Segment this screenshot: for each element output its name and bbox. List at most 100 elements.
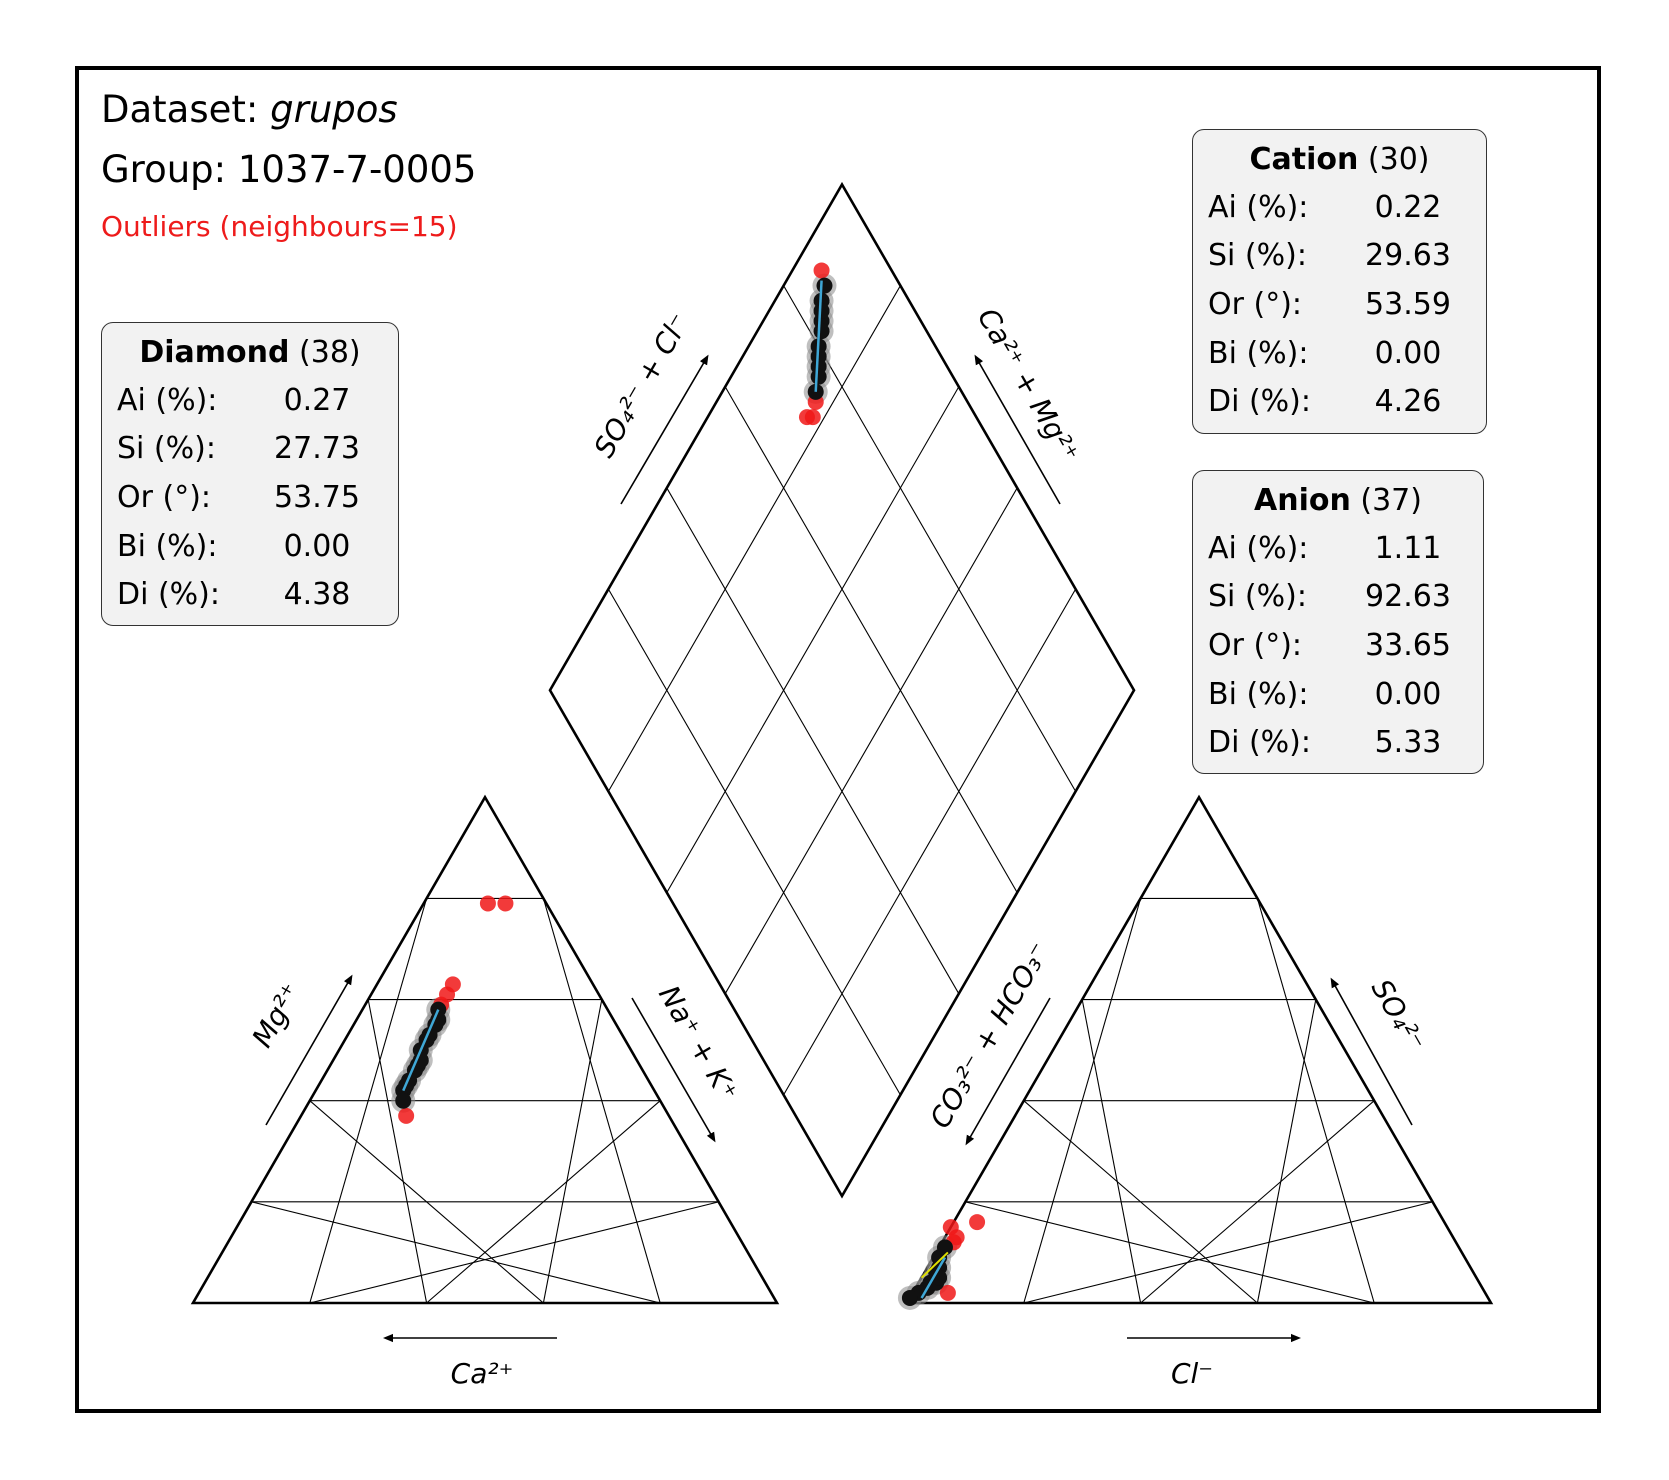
diamond-data-point xyxy=(813,302,830,319)
dataset-label: Dataset: xyxy=(101,88,259,131)
stat-value: 53.59 xyxy=(1365,287,1451,322)
ca-mg-axis-label: Ca²⁺ + Mg²⁺ xyxy=(971,303,1086,468)
cation-outlier-point xyxy=(497,895,514,912)
stat-label: Si (%): xyxy=(1208,579,1307,614)
stat-label: Ai (%): xyxy=(1208,531,1309,566)
anion-triangle-grid-line xyxy=(1256,898,1375,1304)
stat-value: 27.73 xyxy=(274,431,360,466)
anion-stats-box: Anion (37) Ai (%): 1.11 Si (%): 92.63 Or (… xyxy=(1192,470,1484,774)
stat-label: Si (%): xyxy=(117,431,216,466)
diamond-stats-box: Diamond (38) Ai (%): 0.27 Si (%): 27.73 Or… xyxy=(101,322,399,626)
anion-stat-row: Or (°): 33.65 xyxy=(1208,628,1473,663)
ca-axis-label: Ca²⁺ xyxy=(451,1357,514,1390)
outliers-note: Outliers (neighbours=15) xyxy=(101,210,458,243)
diamond-data-point xyxy=(813,323,830,340)
stat-value: 1.11 xyxy=(1374,531,1442,566)
stat-label: Bi (%): xyxy=(1208,336,1309,371)
anion-triangle-grid-line xyxy=(1081,999,1142,1304)
cl-axis-label: Cl⁻ xyxy=(1171,1357,1213,1390)
diamond-grid-line xyxy=(666,386,960,893)
diamond-grid-line xyxy=(783,285,1077,792)
grid-lines xyxy=(251,285,1433,1304)
stat-label: Di (%): xyxy=(1208,725,1311,760)
anion-box-title-name: Anion xyxy=(1254,483,1351,518)
so4-arrow xyxy=(1330,977,1413,1126)
stat-value: 0.00 xyxy=(283,529,351,564)
anion-stat-row: Ai (%): 1.11 xyxy=(1208,531,1473,566)
cation-triangle-grid-line xyxy=(367,999,428,1304)
diamond-data-point xyxy=(816,277,833,294)
diamond-box-title: Diamond (38) xyxy=(102,335,398,370)
diamond-stat-row: Or (°): 53.75 xyxy=(117,480,382,515)
cation-triangle-outline xyxy=(190,794,780,1305)
cation-stat-row: Ai (%): 0.22 xyxy=(1208,190,1473,225)
cation-outlier-point xyxy=(479,895,496,912)
cation-stat-row: Si (%): 29.63 xyxy=(1208,238,1473,273)
cation-stat-row: Or (°): 53.59 xyxy=(1208,287,1473,322)
stat-value: 0.22 xyxy=(1374,190,1442,225)
anion-data-point xyxy=(901,1289,918,1306)
dataset-name: grupos xyxy=(270,88,398,131)
stat-value: 0.00 xyxy=(1374,336,1442,371)
group-value: 1037-7-0005 xyxy=(237,148,477,191)
mg-axis-label: Mg²⁺ xyxy=(245,978,308,1053)
anion-box-title: Anion (37) xyxy=(1193,483,1483,518)
anion-stat-row: Di (%): 5.33 xyxy=(1208,725,1473,760)
cation-box-count: (30) xyxy=(1367,142,1430,177)
cation-stats-box: Cation (30) Ai (%): 0.22 Si (%): 29.63 Or … xyxy=(1192,129,1487,434)
diamond-box-title-name: Diamond xyxy=(139,335,290,370)
anion-fit-line xyxy=(920,1256,947,1299)
group-label: Group: xyxy=(101,148,227,191)
anion-triangle-grid-line xyxy=(1140,1100,1375,1304)
so4-axis-label: SO₄²⁻ xyxy=(1365,974,1432,1057)
cation-data-point xyxy=(395,1092,412,1109)
stat-value: 4.38 xyxy=(283,577,351,612)
diamond-grid-line xyxy=(724,487,1018,994)
diamond-grid-line xyxy=(783,588,1077,1096)
diamond-stat-row: Bi (%): 0.00 xyxy=(117,529,382,564)
anion-outlier-point xyxy=(969,1214,986,1231)
stat-label: Or (°): xyxy=(117,480,211,515)
anion-triangle-grid-line xyxy=(965,1201,1375,1304)
axis-arrows xyxy=(265,354,1413,1343)
stat-value: 0.27 xyxy=(283,383,351,418)
stat-label: Ai (%): xyxy=(1208,190,1309,225)
stat-value: 92.63 xyxy=(1365,579,1451,614)
diamond-grid-line xyxy=(724,386,1018,893)
diamond-outline xyxy=(548,181,1136,1199)
anion-stat-row: Si (%): 92.63 xyxy=(1208,579,1473,614)
chart-frame xyxy=(75,66,1601,1413)
stat-label: Bi (%): xyxy=(117,529,218,564)
diamond-stat-row: Si (%): 27.73 xyxy=(117,431,382,466)
axis-labels: Ca²⁺ Mg²⁺ Na⁺ + K⁺ Cl⁻ SO₄²⁻ CO₃²⁻ + HCO… xyxy=(245,303,1431,1390)
so4-cl-axis-label: SO₄²⁻ + Cl⁻ xyxy=(587,308,696,463)
stat-value: 0.00 xyxy=(1374,677,1442,712)
stat-value: 33.65 xyxy=(1365,628,1451,663)
cation-fit-line xyxy=(402,1009,440,1092)
stat-value: 4.26 xyxy=(1374,384,1442,419)
diamond-box-count: (38) xyxy=(299,335,361,370)
anion-outlier-point xyxy=(948,1229,965,1246)
stat-value: 29.63 xyxy=(1365,238,1451,273)
diamond-outlier-point xyxy=(798,409,815,426)
anion-triangle-grid-line xyxy=(1023,1100,1258,1304)
diagram-outlines xyxy=(190,181,1494,1305)
stat-label: Di (%): xyxy=(117,577,220,612)
diamond-fit-line xyxy=(814,280,823,392)
anion-stat-row: Bi (%): 0.00 xyxy=(1208,677,1473,712)
stat-value: 5.33 xyxy=(1374,725,1442,760)
diamond-outlier-point xyxy=(813,262,830,279)
na-k-arrow xyxy=(631,997,716,1143)
stat-label: Ai (%): xyxy=(117,383,218,418)
cation-triangle-grid-line xyxy=(309,1100,544,1304)
anion-triangle-outline xyxy=(904,794,1494,1305)
group-title: Group: 1037-7-0005 xyxy=(101,148,476,191)
stat-label: Bi (%): xyxy=(1208,677,1309,712)
diamond-grid-line xyxy=(666,487,960,994)
cation-stat-row: Bi (%): 0.00 xyxy=(1208,336,1473,371)
stat-label: Or (°): xyxy=(1208,287,1302,322)
cation-triangle-grid-line xyxy=(542,999,603,1304)
anion-box-count: (37) xyxy=(1360,483,1422,518)
anion-outlier-point xyxy=(939,1284,956,1301)
stat-label: Or (°): xyxy=(1208,628,1302,663)
